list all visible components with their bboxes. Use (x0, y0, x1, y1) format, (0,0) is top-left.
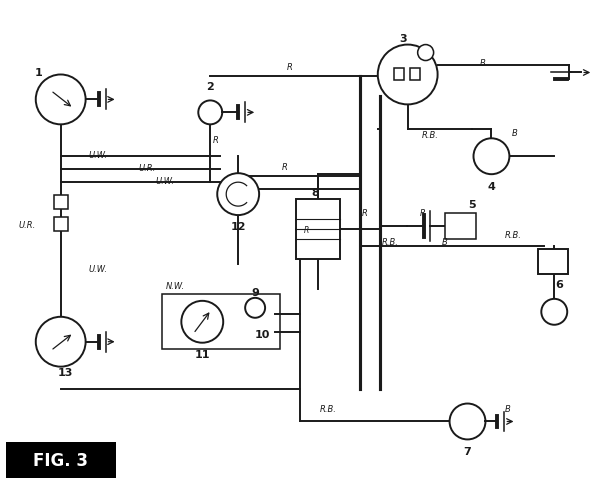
Text: 6: 6 (556, 279, 563, 289)
Bar (445, 213, 476, 240)
Text: R: R (213, 136, 219, 145)
Text: R.B.: R.B. (320, 404, 337, 413)
Bar (394, 69, 404, 81)
Text: 10: 10 (254, 329, 270, 339)
Bar (163, 294, 280, 349)
Text: 1: 1 (35, 68, 43, 78)
Bar (538, 249, 568, 274)
Text: R.B.: R.B. (422, 131, 439, 139)
Text: 11: 11 (194, 349, 210, 359)
Text: B: B (442, 238, 448, 247)
Text: R: R (287, 63, 293, 72)
Text: R: R (362, 208, 368, 217)
Text: 8: 8 (311, 188, 319, 198)
Text: 4: 4 (488, 182, 496, 192)
Text: B: B (505, 404, 510, 413)
Circle shape (181, 301, 223, 343)
Text: U.R.: U.R. (139, 164, 156, 172)
Text: 9: 9 (251, 287, 259, 297)
Text: B: B (511, 129, 517, 137)
Text: 7: 7 (464, 446, 472, 456)
Text: 2: 2 (206, 82, 214, 92)
Circle shape (449, 404, 485, 439)
Text: 13: 13 (58, 367, 73, 377)
Text: R: R (419, 208, 425, 217)
Circle shape (36, 317, 86, 367)
Circle shape (541, 299, 567, 325)
Bar (410, 69, 419, 81)
Circle shape (418, 45, 434, 61)
Circle shape (245, 298, 265, 318)
Text: R.B.: R.B. (505, 230, 521, 239)
Bar (296, 200, 340, 259)
Circle shape (217, 174, 259, 216)
Bar (54, 196, 68, 210)
Bar (6, 442, 116, 478)
Text: U.R.: U.R. (19, 220, 36, 229)
Circle shape (378, 45, 437, 105)
Text: R: R (282, 162, 288, 171)
Text: U.W.: U.W. (155, 176, 175, 185)
Text: U.W.: U.W. (89, 265, 107, 274)
Text: FIG. 3: FIG. 3 (33, 452, 88, 469)
Text: R: R (304, 225, 309, 234)
Text: N.W.: N.W. (166, 282, 185, 291)
Text: 3: 3 (399, 33, 407, 44)
Text: U.W.: U.W. (89, 151, 107, 159)
Circle shape (198, 101, 222, 125)
Circle shape (473, 139, 509, 175)
Text: R.B.: R.B. (382, 238, 398, 247)
Text: 12: 12 (230, 222, 246, 231)
Text: B: B (479, 59, 485, 68)
Bar (54, 218, 68, 231)
Text: 5: 5 (467, 200, 475, 210)
Circle shape (36, 76, 86, 125)
